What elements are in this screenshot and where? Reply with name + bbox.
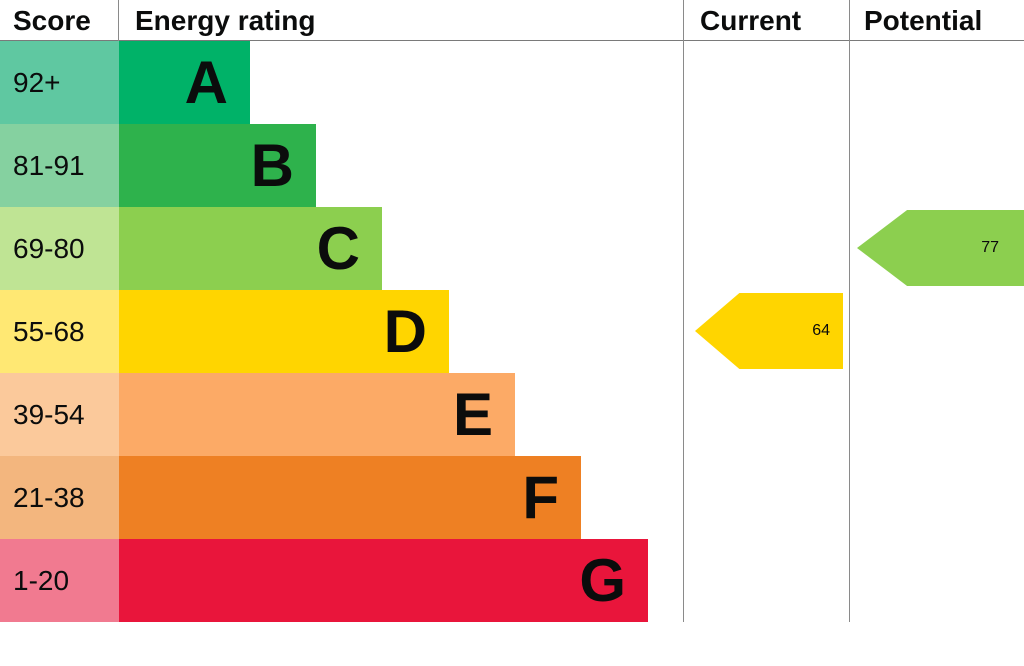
potential-rating-arrow: 77 (857, 210, 1024, 286)
band-letter-c: C (316, 214, 360, 282)
current-rating-value: 64 (812, 322, 830, 339)
divider-potential-column (849, 0, 850, 622)
energy-bands-area: 92+ A 81-91 B 69-80 C 55-68 D 39-54 E 21-38 F 1-20 G (0, 41, 683, 622)
score-range-a: 92+ (0, 41, 119, 124)
divider-current-column (683, 0, 684, 622)
score-range-c: 69-80 (0, 207, 119, 290)
header-potential: Potential (864, 4, 983, 36)
band-row-a: 92+ A (0, 41, 683, 124)
band-row-d: 55-68 D (0, 290, 683, 373)
band-bar-c: C (119, 207, 382, 290)
score-range-b: 81-91 (0, 124, 119, 207)
header-energy-rating: Energy rating (135, 4, 316, 36)
score-range-e: 39-54 (0, 373, 119, 456)
band-bar-a: A (119, 41, 250, 124)
band-bar-g: G (119, 539, 648, 622)
band-letter-g: G (579, 546, 626, 614)
band-row-f: 21-38 F (0, 456, 683, 539)
header-row: Score Energy rating Current Potential (0, 0, 1024, 41)
band-row-b: 81-91 B (0, 124, 683, 207)
band-row-e: 39-54 E (0, 373, 683, 456)
band-row-g: 1-20 G (0, 539, 683, 622)
score-range-f: 21-38 (0, 456, 119, 539)
band-letter-b: B (250, 131, 294, 199)
band-bar-b: B (119, 124, 316, 207)
header-score: Score (13, 4, 91, 36)
band-letter-e: E (452, 380, 493, 448)
band-bar-d: D (119, 290, 449, 373)
band-letter-a: A (184, 48, 228, 116)
band-letter-d: D (383, 297, 427, 365)
divider-score-column (118, 0, 119, 41)
band-letter-f: F (522, 463, 559, 531)
band-row-c: 69-80 C (0, 207, 683, 290)
score-range-d: 55-68 (0, 290, 119, 373)
current-rating-arrow: 64 (695, 293, 843, 369)
score-range-g: 1-20 (0, 539, 119, 622)
potential-rating-value: 77 (981, 239, 999, 256)
header-current: Current (700, 4, 802, 36)
band-bar-e: E (119, 373, 515, 456)
band-bar-f: F (119, 456, 581, 539)
